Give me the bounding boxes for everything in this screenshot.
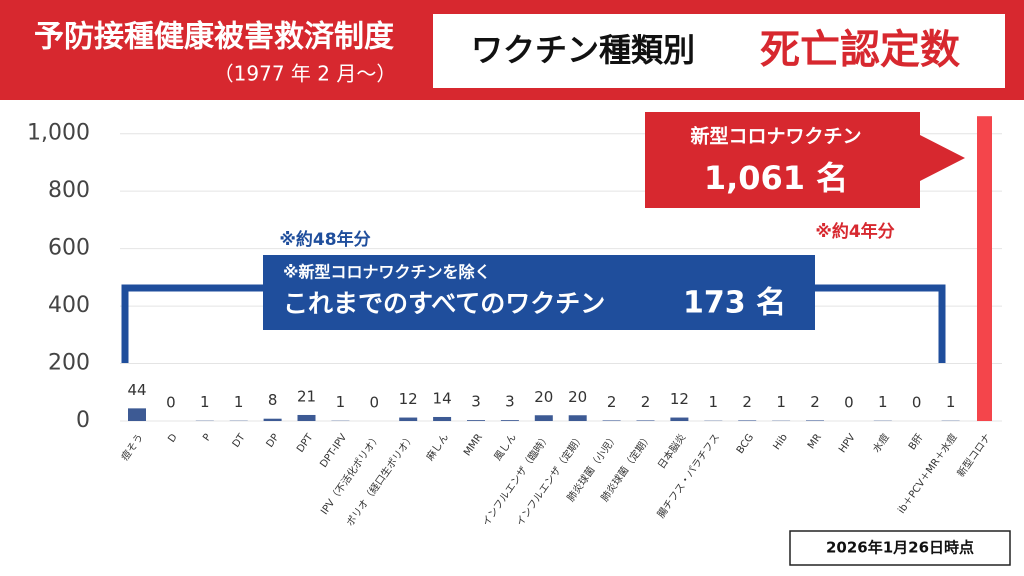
data-label: 20 [534,388,553,406]
bar [467,420,485,421]
x-tick-label: BCG [735,432,756,456]
x-tick-label: 腸チフス・パラチフス [655,432,722,521]
x-tick-label: 風しん [492,432,519,463]
data-label: 1 [776,393,786,411]
x-tick-label: 水痘 [870,431,892,455]
annotation: 新型コロナワクチン [690,125,861,148]
data-label: 1 [200,393,210,411]
x-tick-label: DPT [295,431,316,454]
x-tick-label: DP [265,432,282,450]
bar [670,417,689,421]
data-label: 1 [946,393,956,411]
data-label: 0 [166,394,176,412]
data-label: 20 [568,388,587,406]
x-tick-label: 新型コロナ [954,431,993,479]
heading-box [433,14,1005,88]
data-label: 1 [336,393,346,411]
data-label: 14 [433,389,452,407]
bar [534,415,553,421]
data-label: 12 [399,390,418,408]
bar [806,420,824,421]
y-tick-label: 200 [48,351,90,376]
x-tick-label: 日本脳炎 [655,431,689,471]
x-tick-label: 麻しん [423,431,451,463]
bar [399,417,418,421]
x-tick-label: インフルエンザ（臨時） [479,431,553,528]
annotation: 1,061 名 [704,159,848,197]
data-label: 2 [607,393,617,411]
data-label: 21 [297,387,316,405]
footnote-box [789,530,1011,566]
bar [433,416,452,421]
x-tick-label: HPV [837,432,858,455]
data-label: 8 [268,391,278,409]
data-label: 2 [810,393,820,411]
chart-title: 予防接種健康被害救済制度 [34,20,394,55]
x-tick-label: 痘そう [118,431,146,463]
bar [263,418,282,421]
x-tick-label: ib＋PCV＋MR＋水痘 [895,431,960,516]
x-tick-label: P [201,432,213,443]
x-tick-label: MR [806,432,824,451]
data-label: 1 [234,393,244,411]
x-tick-label: B肝 [906,432,926,453]
annotation: ※約48年分 [279,229,370,250]
annotation: ※約4年分 [815,221,894,242]
data-label: 1 [878,393,888,411]
annotation: ※新型コロナワクチンを除く [283,263,491,282]
footnote: 2026年1月26日時点 [826,539,974,557]
annotation-box [263,255,815,330]
heading: ワクチン種類別 [471,31,695,69]
bar [977,116,992,421]
data-label: 44 [127,381,146,399]
chart-subtitle: （1977 年 2 月〜） [214,62,397,86]
x-tick-label: MMR [462,432,485,458]
y-tick-label: 400 [48,293,90,318]
data-label: 3 [505,393,515,411]
x-tick-label: ポリオ（経口生ポリオ） [343,431,417,529]
x-tick-label: D [166,432,180,445]
bar [602,420,621,421]
x-tick-label: Hib [771,432,790,452]
data-label: 3 [471,393,481,411]
data-label: 2 [742,393,752,411]
bar [128,408,146,421]
bar [568,415,587,421]
x-tick-label: IPV（不活化ポリオ） [318,431,384,517]
y-tick-label: 1,000 [27,121,90,146]
data-label: 0 [370,394,380,412]
annotation: 173 名 [683,286,786,321]
bar [500,420,519,421]
bar [636,420,655,421]
heading-emphasis: 死亡認定数 [760,27,960,73]
annotation-callout [645,112,965,208]
x-tick-label: インフルエンザ（定期） [513,431,587,528]
annotation: これまでのすべてのワクチン [283,289,605,318]
x-tick-label: DT [231,431,248,449]
data-label: 1 [709,393,719,411]
data-label: 2 [641,393,651,411]
x-tick-label: DPT-IPV [318,432,349,470]
data-label: 0 [844,394,854,412]
data-label: 12 [670,390,689,408]
bar [738,420,757,421]
data-label: 0 [912,394,922,412]
bar [297,414,316,421]
y-tick-label: 600 [48,236,90,261]
y-tick-label: 800 [48,178,90,203]
y-tick-label: 0 [76,408,90,433]
